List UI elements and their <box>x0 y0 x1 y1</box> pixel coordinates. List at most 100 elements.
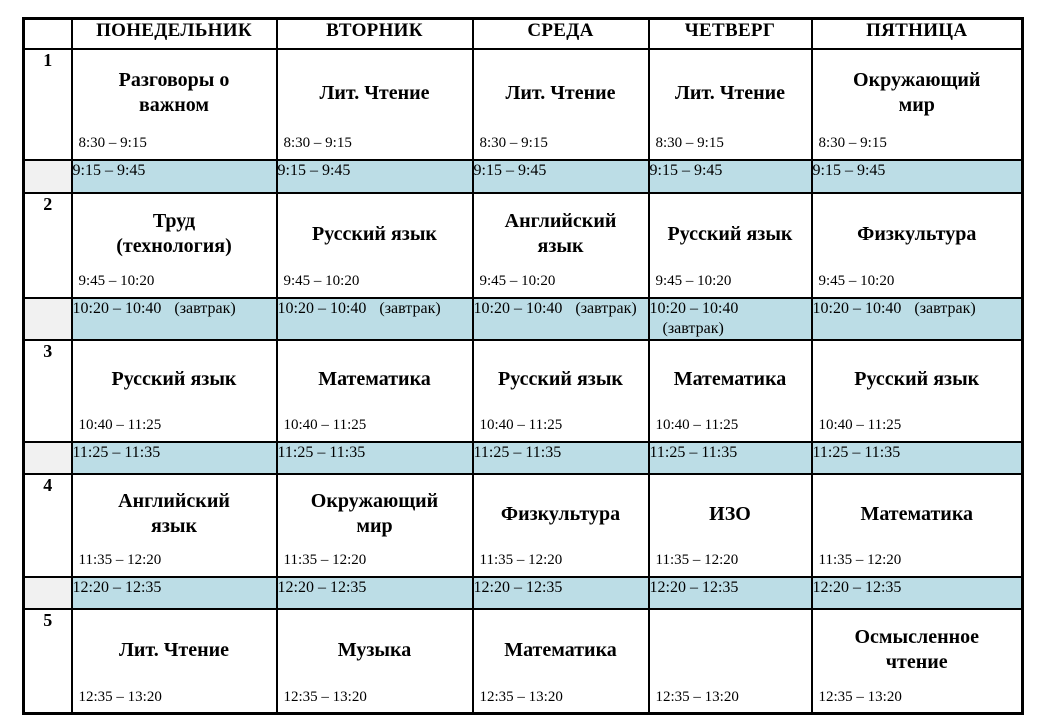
break-cell: 12:20 – 12:35 <box>647 575 813 610</box>
subject-label: Лит. Чтение <box>505 81 616 104</box>
break-row-1: 9:15 – 9:45 9:15 – 9:45 9:15 – 9:45 9:15… <box>22 158 1024 194</box>
time-label: 10:40 – 11:25 <box>78 416 162 433</box>
break-note-label: (завтрак) <box>575 299 637 317</box>
break-cell: 12:20 – 12:35 <box>275 575 474 610</box>
lesson-row-2: 2 Труд (технология) 9:45 – 10:20 Русский … <box>22 191 1024 299</box>
subject-label: Математика <box>504 638 617 661</box>
lesson-cell: Разговоры о важном 8:30 – 9:15 <box>70 47 278 161</box>
lesson-cell: 12:35 – 13:20 <box>647 607 813 715</box>
lesson-row-5: 5 Лит. Чтение 12:35 – 13:20 Музыка 12:35 –… <box>22 607 1024 715</box>
break-cell: 9:15 – 9:45 <box>471 158 650 194</box>
break-cell: 11:25 – 11:35 <box>810 440 1024 475</box>
corner-cell <box>22 17 73 50</box>
break-cell: 9:15 – 9:45 <box>810 158 1024 194</box>
break-cell: 10:20 – 10:40 (завтрак) <box>70 296 278 341</box>
break-cell: 12:20 – 12:35 <box>810 575 1024 610</box>
break-time-label: 10:20 – 10:40 <box>72 299 162 317</box>
break-row-4: 12:20 – 12:35 12:20 – 12:35 12:20 – 12:3… <box>22 575 1024 610</box>
day-header-friday: ПЯТНИЦА <box>810 17 1024 50</box>
lesson-cell: Окружающий мир 11:35 – 12:20 <box>275 472 474 578</box>
lesson-row-1: 1 Разговоры о важном 8:30 – 9:15 Лит. Чте… <box>22 47 1024 161</box>
subject-label: Математика <box>318 368 431 390</box>
subject-label: Разговоры о важном <box>118 69 230 116</box>
break-time-label: 11:25 – 11:35 <box>277 443 366 461</box>
time-label: 8:30 – 9:15 <box>283 134 352 151</box>
time-label: 11:35 – 12:20 <box>283 551 367 568</box>
time-label: 11:35 – 12:20 <box>479 551 563 568</box>
time-label: 9:45 – 10:20 <box>655 272 732 289</box>
lesson-row-4: 4 Английский язык 11:35 – 12:20 Окружающи… <box>22 472 1024 578</box>
lesson-cell: Труд (технология) 9:45 – 10:20 <box>70 191 278 299</box>
time-label: 8:30 – 9:15 <box>818 134 887 151</box>
time-label: 11:35 – 12:20 <box>818 551 902 568</box>
lesson-cell: Английский язык 9:45 – 10:20 <box>471 191 650 299</box>
break-time-label: 9:15 – 9:45 <box>72 161 146 179</box>
subject-label: Физкультура <box>857 222 977 245</box>
lesson-cell: Английский язык 11:35 – 12:20 <box>70 472 278 578</box>
break-cell: 10:20 – 10:40 (завтрак) <box>810 296 1024 341</box>
lesson-cell: Математика 12:35 – 13:20 <box>471 607 650 715</box>
lesson-cell: Русский язык 10:40 – 11:25 <box>471 338 650 443</box>
break-cell: 11:25 – 11:35 <box>70 440 278 475</box>
day-header-monday: ПОНЕДЕЛЬНИК <box>70 17 278 50</box>
lesson-cell: Лит. Чтение 8:30 – 9:15 <box>275 47 474 161</box>
break-number-cell <box>22 158 73 194</box>
schedule-table: ПОНЕДЕЛЬНИК ВТОРНИК СРЕДА ЧЕТВЕРГ ПЯТНИЦ… <box>22 17 1024 715</box>
time-label: 11:35 – 12:20 <box>78 551 162 568</box>
lesson-cell: Математика 10:40 – 11:25 <box>647 338 813 443</box>
subject-label: Русский язык <box>312 222 437 245</box>
break-cell: 12:20 – 12:35 <box>471 575 650 610</box>
lesson-cell: Лит. Чтение 12:35 – 13:20 <box>70 607 278 715</box>
time-label: 12:35 – 13:20 <box>78 688 162 705</box>
break-time-label: 11:25 – 11:35 <box>812 443 901 461</box>
lesson-number: 2 <box>22 191 73 299</box>
header-row: ПОНЕДЕЛЬНИК ВТОРНИК СРЕДА ЧЕТВЕРГ ПЯТНИЦ… <box>22 17 1024 50</box>
break-note-label: (завтрак) <box>174 299 236 317</box>
subject-label: Математика <box>860 502 974 525</box>
break-time-label: 10:20 – 10:40 <box>649 299 739 317</box>
time-label: 10:40 – 11:25 <box>818 416 902 433</box>
lesson-number: 1 <box>22 47 73 161</box>
lesson-cell: Лит. Чтение 8:30 – 9:15 <box>471 47 650 161</box>
day-header-thursday: ЧЕТВЕРГ <box>647 17 813 50</box>
break-time-label: 12:20 – 12:35 <box>72 578 162 596</box>
subject-label: Русский язык <box>854 368 980 390</box>
time-label: 8:30 – 9:15 <box>655 134 724 151</box>
break-cell: 10:20 – 10:40 (завтрак) <box>471 296 650 341</box>
subject-label: Труд (технология) <box>116 210 232 257</box>
break-time-label: 11:25 – 11:35 <box>473 443 562 461</box>
lesson-cell: Музыка 12:35 – 13:20 <box>275 607 474 715</box>
subject-label: ИЗО <box>709 502 751 525</box>
time-label: 11:35 – 12:20 <box>655 551 739 568</box>
break-cell: 9:15 – 9:45 <box>647 158 813 194</box>
break-time-label: 12:20 – 12:35 <box>649 578 739 596</box>
time-label: 8:30 – 9:15 <box>479 134 548 151</box>
time-label: 10:40 – 11:25 <box>479 416 563 433</box>
break-cell: 9:15 – 9:45 <box>275 158 474 194</box>
subject-label <box>651 611 810 689</box>
subject-label: Музыка <box>337 638 412 661</box>
break-time-label: 9:15 – 9:45 <box>812 161 886 179</box>
lesson-cell: Окружающий мир 8:30 – 9:15 <box>810 47 1024 161</box>
lesson-number: 5 <box>22 607 73 715</box>
time-label: 9:45 – 10:20 <box>283 272 360 289</box>
day-header-tuesday: ВТОРНИК <box>275 17 474 50</box>
break-time-label: 9:15 – 9:45 <box>277 161 351 179</box>
lesson-number: 3 <box>22 338 73 443</box>
break-time-label: 10:20 – 10:40 <box>277 299 367 317</box>
break-cell: 11:25 – 11:35 <box>647 440 813 475</box>
break-number-cell <box>22 296 73 341</box>
time-label: 10:40 – 11:25 <box>655 416 739 433</box>
lesson-cell: Русский язык 9:45 – 10:20 <box>647 191 813 299</box>
break-number-cell <box>22 575 73 610</box>
break-cell: 11:25 – 11:35 <box>471 440 650 475</box>
subject-label: Лит. Чтение <box>118 638 230 661</box>
day-header-wednesday: СРЕДА <box>471 17 650 50</box>
time-label: 9:45 – 10:20 <box>479 272 556 289</box>
time-label: 12:35 – 13:20 <box>479 688 563 705</box>
break-time-label: 11:25 – 11:35 <box>72 443 161 461</box>
lesson-number: 4 <box>22 472 73 578</box>
subject-label: Английский язык <box>118 490 230 537</box>
break-cell: 10:20 – 10:40 (завтрак) <box>275 296 474 341</box>
break-time-label: 12:20 – 12:35 <box>473 578 563 596</box>
